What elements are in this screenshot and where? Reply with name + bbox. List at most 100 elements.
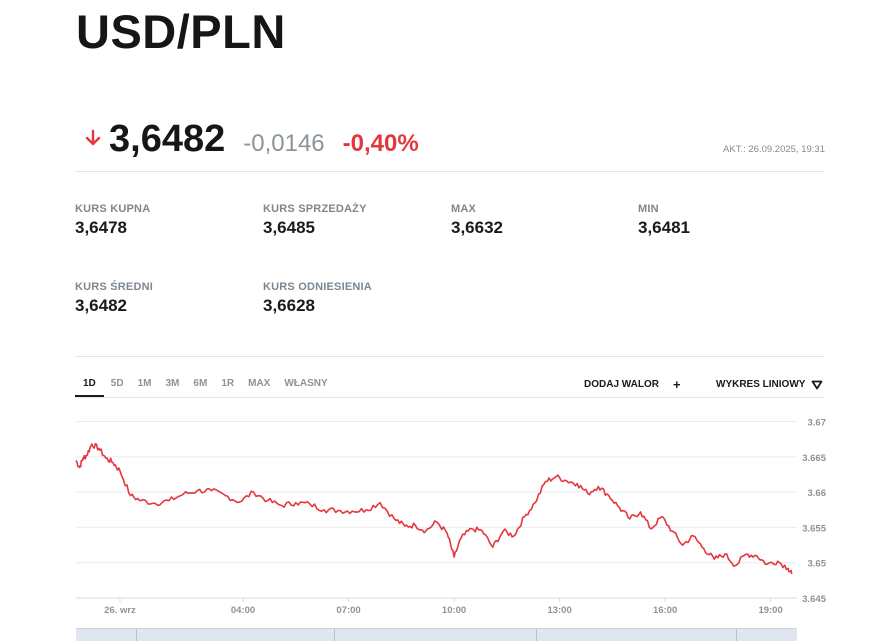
data-point[interactable]: [596, 484, 600, 488]
data-point[interactable]: [723, 552, 727, 556]
range-tab-3m[interactable]: 3M: [165, 378, 180, 389]
x-tick-label: 07:00: [336, 605, 360, 616]
data-point[interactable]: [702, 547, 706, 551]
data-point[interactable]: [435, 520, 439, 524]
data-point[interactable]: [336, 508, 340, 512]
data-point[interactable]: [575, 482, 579, 486]
data-point[interactable]: [238, 500, 242, 504]
stat-label: KURS ŚREDNI: [75, 281, 153, 293]
data-point[interactable]: [452, 555, 456, 559]
data-point[interactable]: [522, 515, 526, 519]
data-point[interactable]: [139, 499, 143, 503]
x-tick-label: 13:00: [547, 605, 571, 616]
data-point[interactable]: [638, 510, 642, 514]
stat-value: 3,6628: [263, 296, 315, 315]
price-change-percent: -0,40%: [342, 130, 419, 157]
stat-min: MIN 3,6481: [638, 203, 690, 238]
chart-navigator[interactable]: [76, 628, 797, 641]
data-point[interactable]: [104, 456, 108, 460]
data-point[interactable]: [565, 479, 569, 483]
add-instrument-button[interactable]: DODAJ WALOR +: [584, 378, 681, 391]
range-tab-1m[interactable]: 1M: [137, 378, 152, 389]
stat-value: 3,6478: [75, 218, 127, 237]
data-point[interactable]: [413, 523, 417, 527]
data-point[interactable]: [491, 545, 495, 549]
data-point[interactable]: [712, 557, 716, 561]
range-tab-max[interactable]: MAX: [248, 378, 271, 389]
data-point[interactable]: [195, 489, 199, 493]
range-tab-1r[interactable]: 1R: [221, 378, 235, 389]
data-point[interactable]: [392, 517, 396, 521]
data-point[interactable]: [660, 515, 664, 519]
y-tick-label: 3.655: [802, 523, 826, 534]
data-point[interactable]: [266, 499, 270, 503]
data-point[interactable]: [280, 504, 284, 508]
data-point[interactable]: [776, 559, 780, 563]
data-point[interactable]: [209, 489, 213, 493]
data-point[interactable]: [765, 562, 769, 566]
data-point[interactable]: [628, 517, 632, 521]
data-point[interactable]: [364, 508, 368, 512]
data-point[interactable]: [501, 529, 505, 533]
data-point[interactable]: [554, 475, 558, 479]
quote-row: 3,6482 -0,0146 -0,40%: [84, 118, 419, 161]
range-tab-1d[interactable]: 1D: [75, 373, 104, 397]
data-point[interactable]: [544, 480, 548, 484]
data-point[interactable]: [786, 566, 790, 570]
divider: [75, 397, 825, 398]
data-point[interactable]: [790, 572, 794, 576]
data-point[interactable]: [85, 453, 89, 457]
price-series-line: [75, 443, 793, 575]
data-point[interactable]: [512, 534, 516, 538]
data-point[interactable]: [403, 524, 407, 528]
navigator-separator: [536, 629, 537, 641]
last-update-timestamp: AKT.: 26.09.2025, 19:31: [723, 144, 825, 155]
data-point[interactable]: [78, 465, 82, 469]
data-point[interactable]: [670, 529, 674, 533]
price-chart[interactable]: 3.67 3.665 3.66 3.655 3.65 3.645 26. wrz 04:00 0…: [0, 400, 869, 628]
data-point[interactable]: [649, 527, 653, 531]
current-price: 3,6482: [109, 118, 226, 160]
data-point[interactable]: [424, 529, 428, 533]
data-point[interactable]: [97, 446, 101, 450]
data-point[interactable]: [350, 509, 354, 513]
range-tab-5d[interactable]: 5D: [110, 378, 124, 389]
page-title: USD/PLN: [76, 5, 286, 58]
stat-value: 3,6482: [75, 296, 127, 315]
data-point[interactable]: [181, 492, 185, 496]
data-point[interactable]: [308, 502, 312, 506]
data-point[interactable]: [744, 552, 748, 556]
data-point[interactable]: [470, 527, 474, 531]
data-point[interactable]: [111, 460, 115, 464]
add-instrument-label: DODAJ WALOR: [584, 379, 659, 390]
data-point[interactable]: [81, 456, 85, 460]
range-tab-6m[interactable]: 6M: [193, 378, 208, 389]
data-point[interactable]: [480, 529, 484, 533]
data-point[interactable]: [445, 531, 449, 535]
data-point[interactable]: [617, 506, 621, 510]
data-point[interactable]: [378, 501, 382, 505]
data-point[interactable]: [223, 494, 227, 498]
data-point[interactable]: [252, 490, 256, 494]
data-point[interactable]: [691, 534, 695, 538]
x-tick-label: 16:00: [653, 605, 677, 616]
range-tab-custom[interactable]: WŁASNY: [284, 378, 328, 389]
data-point[interactable]: [459, 536, 463, 540]
data-point[interactable]: [586, 492, 590, 496]
data-point[interactable]: [90, 442, 94, 446]
data-point[interactable]: [322, 508, 326, 512]
data-point[interactable]: [533, 501, 537, 505]
data-point[interactable]: [294, 501, 298, 505]
data-point[interactable]: [755, 554, 759, 558]
data-point[interactable]: [129, 494, 133, 498]
stat-label: KURS ODNIESIENIA: [263, 281, 372, 293]
data-point[interactable]: [74, 458, 78, 462]
navigator-handle[interactable]: [136, 629, 137, 641]
chart-type-dropdown[interactable]: WYKRES LINIOWY: [716, 379, 823, 390]
data-point[interactable]: [153, 501, 157, 505]
data-point[interactable]: [733, 564, 737, 568]
data-point[interactable]: [167, 499, 171, 503]
data-point[interactable]: [607, 494, 611, 498]
data-point[interactable]: [681, 543, 685, 547]
data-point[interactable]: [118, 469, 122, 473]
